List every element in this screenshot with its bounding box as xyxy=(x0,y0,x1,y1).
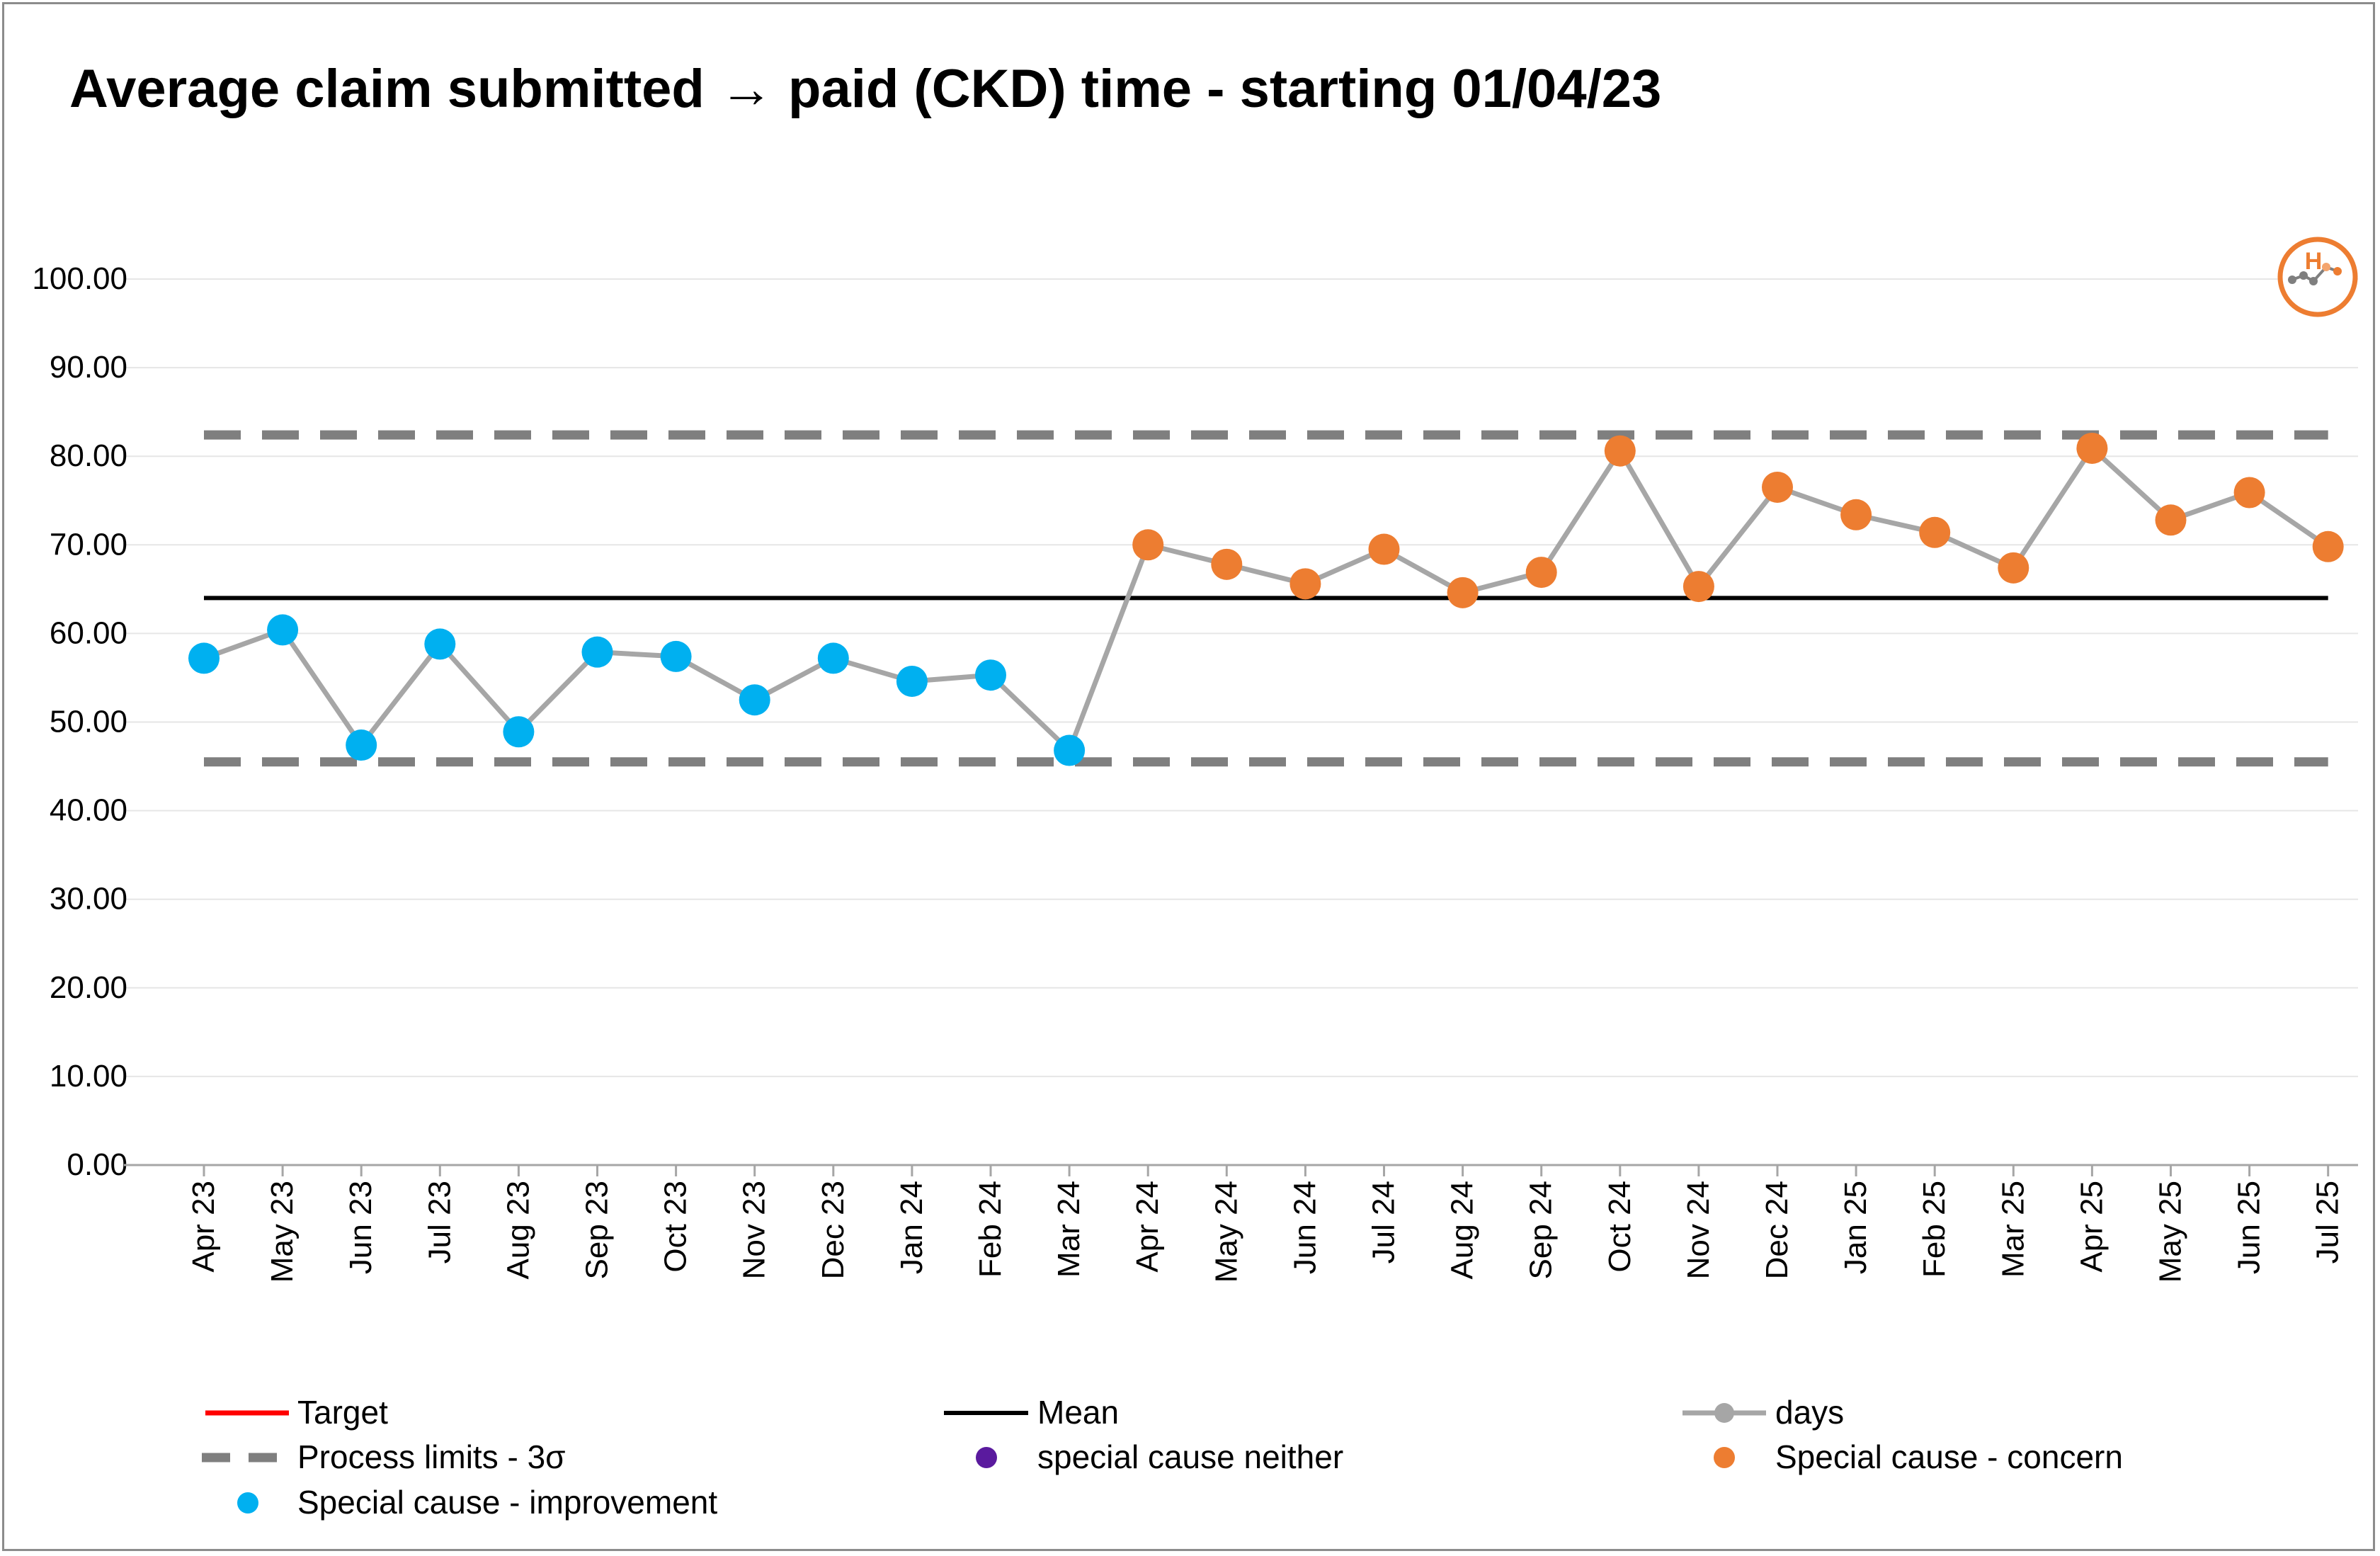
x-tick-label: Feb 25 xyxy=(1917,1181,1952,1278)
x-tick-label: Aug 24 xyxy=(1445,1181,1480,1279)
data-point xyxy=(1054,734,1086,766)
x-tick-label: Apr 25 xyxy=(2074,1181,2109,1273)
data-point xyxy=(975,659,1006,691)
data-points xyxy=(188,432,2344,766)
y-tick-label: 90.00 xyxy=(50,350,127,385)
gridlines xyxy=(124,278,2358,1077)
x-tick-label: Sep 23 xyxy=(580,1181,615,1279)
x-tick-label: May 25 xyxy=(2153,1181,2188,1283)
legend-days-label: days xyxy=(1775,1394,1844,1431)
x-tick-label: Nov 23 xyxy=(737,1181,772,1279)
data-point xyxy=(188,642,220,674)
x-tick-label: Jul 24 xyxy=(1367,1181,1401,1263)
x-axis xyxy=(124,1164,2358,1176)
x-tick-label: Mar 24 xyxy=(1052,1181,1086,1278)
data-point xyxy=(581,636,613,668)
legend-concern-label: Special cause - concern xyxy=(1775,1438,2123,1475)
y-tick-label: 20.00 xyxy=(50,970,127,1005)
x-tick-label: Jun 23 xyxy=(343,1181,378,1274)
x-tick-label: Oct 23 xyxy=(659,1181,693,1273)
x-axis-tick-labels: Apr 23 May 23 Jun 23 Jul 23 Aug 23 Sep 23 Oct … xyxy=(186,1181,2345,1283)
y-tick-label: 10.00 xyxy=(50,1059,127,1094)
x-tick-label: Jan 24 xyxy=(894,1181,929,1274)
x-tick-label: Oct 24 xyxy=(1602,1181,1637,1273)
legend-limits-label: Process limits - 3σ xyxy=(297,1438,566,1475)
days-series xyxy=(203,445,2330,754)
y-tick-label: 50.00 xyxy=(50,705,127,739)
x-tick-label: Jun 25 xyxy=(2232,1181,2267,1274)
data-point xyxy=(1368,533,1400,565)
x-tick-label: Jul 25 xyxy=(2311,1181,2345,1263)
y-tick-label: 100.00 xyxy=(32,261,127,296)
data-point xyxy=(424,628,456,660)
legend-neither-swatch xyxy=(976,1447,997,1468)
legend-mean-label: Mean xyxy=(1037,1394,1119,1431)
data-point xyxy=(739,684,770,716)
x-tick-label: Apr 24 xyxy=(1130,1181,1165,1273)
x-tick-label: Dec 23 xyxy=(816,1181,850,1279)
legend-target-label: Target xyxy=(297,1394,388,1431)
x-tick-label: Aug 23 xyxy=(501,1181,535,1279)
x-tick-label: Jun 24 xyxy=(1287,1181,1322,1274)
data-point xyxy=(1132,529,1164,561)
data-point xyxy=(1682,571,1714,603)
days-series-line xyxy=(203,445,2330,754)
legend-concern-swatch xyxy=(1714,1447,1735,1468)
x-tick-label: Sep 24 xyxy=(1524,1181,1559,1279)
x-tick-label: Dec 24 xyxy=(1760,1181,1794,1279)
spc-logo-icon: H xyxy=(2277,237,2358,317)
data-point xyxy=(503,716,535,748)
data-point xyxy=(1919,516,1951,548)
x-tick-label: May 23 xyxy=(265,1181,300,1283)
logo-letter: H xyxy=(2305,248,2323,275)
data-point xyxy=(1998,552,2029,584)
data-point xyxy=(1604,435,1636,467)
data-point xyxy=(660,640,692,672)
data-point xyxy=(1211,548,1243,580)
data-point xyxy=(2312,530,2344,562)
y-tick-label: 70.00 xyxy=(50,527,127,562)
data-point xyxy=(1525,557,1557,589)
data-point xyxy=(1762,471,1793,503)
y-tick-label: 60.00 xyxy=(50,615,127,650)
x-tick-label: Jul 23 xyxy=(422,1181,457,1263)
process-limit-lines xyxy=(204,430,2328,767)
x-tick-label: Feb 24 xyxy=(973,1181,1008,1278)
x-tick-label: Nov 24 xyxy=(1681,1181,1716,1279)
data-point xyxy=(896,665,928,697)
data-point xyxy=(2233,477,2265,509)
data-point xyxy=(2155,504,2187,536)
chart-title: Average claim submitted → paid (CKD) tim… xyxy=(69,59,1662,119)
x-tick-label: Jan 25 xyxy=(1838,1181,1873,1274)
y-tick-label: 30.00 xyxy=(50,882,127,916)
y-axis-tick-labels: 0.00 10.00 20.00 30.00 40.00 50.00 60.00 70.00 8… xyxy=(32,261,127,1182)
data-point xyxy=(346,729,377,761)
x-tick-label: Mar 25 xyxy=(1995,1181,2030,1278)
x-tick-label: Apr 23 xyxy=(186,1181,221,1273)
x-tick-label: May 24 xyxy=(1209,1181,1243,1283)
legend: Target Mean days Process limits - 3σ special… xyxy=(202,1394,2123,1521)
y-tick-label: 40.00 xyxy=(50,793,127,828)
legend-days-swatch-marker xyxy=(1714,1403,1734,1423)
legend-improvement-label: Special cause - improvement xyxy=(297,1484,717,1521)
data-point xyxy=(1447,577,1479,608)
y-tick-label: 0.00 xyxy=(67,1147,127,1182)
data-point xyxy=(1289,568,1321,600)
data-point xyxy=(2076,432,2108,464)
y-tick-label: 80.00 xyxy=(50,438,127,473)
data-point xyxy=(1840,499,1872,530)
data-point xyxy=(267,614,299,646)
legend-neither-label: special cause neither xyxy=(1037,1438,1343,1475)
data-point xyxy=(817,642,849,674)
legend-improvement-swatch xyxy=(237,1492,258,1514)
